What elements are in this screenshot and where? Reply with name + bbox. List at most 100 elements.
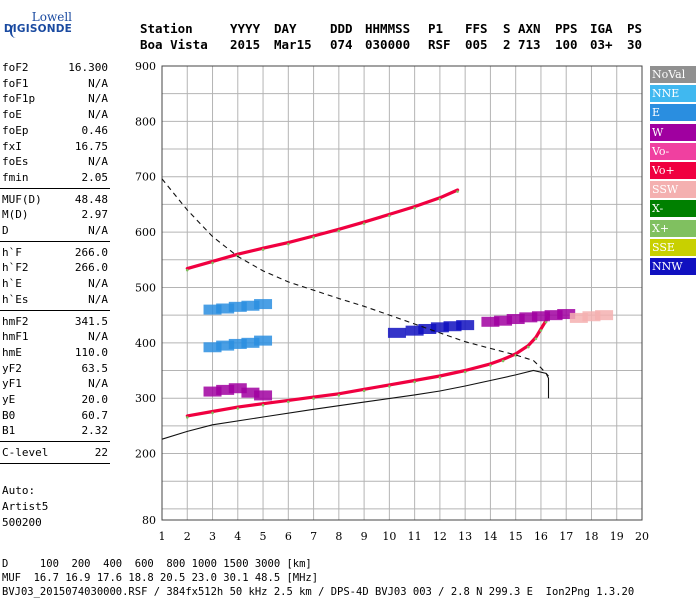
header-row2-cell: 713 bbox=[518, 37, 541, 52]
param-row: D N/A bbox=[2, 223, 108, 238]
x-tick-label: 13 bbox=[458, 530, 472, 543]
x-tick-label: 3 bbox=[209, 530, 216, 543]
param-value: 16.300 bbox=[68, 61, 108, 74]
x-tick-label: 8 bbox=[335, 530, 342, 543]
legend-item: E bbox=[650, 104, 696, 122]
digisonde-logo: Lowell DIGISONDE bbox=[4, 10, 72, 46]
legend-item: NNE bbox=[650, 85, 696, 103]
echo-point bbox=[203, 304, 222, 315]
param-value: 266.0 bbox=[74, 261, 108, 275]
y-tick-label: 600 bbox=[135, 226, 156, 239]
param-row: foF2 16.300 bbox=[2, 60, 108, 75]
echo-point bbox=[501, 359, 505, 363]
header-row2-cell: 074 bbox=[330, 37, 353, 52]
x-tick-label: 15 bbox=[509, 530, 523, 543]
echo-point bbox=[438, 197, 442, 201]
param-name: h`Es bbox=[2, 292, 29, 306]
echo-point bbox=[254, 390, 273, 401]
param-row: foF1p N/A bbox=[2, 91, 108, 106]
header-row2-cell: 030000 bbox=[365, 37, 411, 52]
echo-point bbox=[241, 300, 260, 311]
echo-point bbox=[430, 322, 449, 333]
header-row2-cell: Mar15 bbox=[274, 37, 312, 52]
param-value: 20.0 bbox=[81, 393, 109, 406]
param-value: 48.48 bbox=[74, 192, 108, 206]
echo-point bbox=[413, 206, 416, 210]
echo-point bbox=[228, 383, 247, 394]
param-name: foF1 bbox=[2, 76, 29, 90]
x-tick-label: 9 bbox=[361, 530, 368, 543]
header-row2-cell: 2015 bbox=[230, 37, 261, 52]
echo-point bbox=[228, 338, 247, 349]
param-row: h`F 266.0 bbox=[2, 245, 108, 260]
param-row: C-level 22 bbox=[2, 445, 108, 460]
header-row1-cell: FFS bbox=[465, 21, 488, 36]
echo-point bbox=[203, 386, 222, 397]
param-name: yE bbox=[2, 393, 16, 406]
header-row1-cell: P1 bbox=[428, 21, 444, 36]
echo-point bbox=[216, 303, 235, 314]
echo-point bbox=[228, 301, 247, 312]
x-tick-label: 16 bbox=[534, 530, 548, 543]
x-tick-label: 14 bbox=[483, 530, 497, 543]
echo-point bbox=[254, 335, 273, 346]
logo-line2: DIGISONDE bbox=[3, 23, 72, 35]
param-name: h`F bbox=[2, 245, 22, 259]
x-tick-label: 4 bbox=[234, 530, 241, 543]
header-row1-cell: IGA bbox=[590, 21, 613, 36]
echo-point bbox=[211, 411, 214, 415]
param-value: N/A bbox=[88, 92, 108, 106]
x-tick-label: 7 bbox=[310, 530, 317, 543]
x-tick-label: 2 bbox=[184, 530, 191, 543]
echo-point bbox=[443, 321, 462, 332]
param-name: yF1 bbox=[2, 377, 22, 391]
auto-code: 500200 bbox=[2, 516, 42, 529]
param-row: hmE 110.0 bbox=[2, 345, 108, 360]
param-row: yF1 N/A bbox=[2, 376, 108, 391]
param-name: foF2 bbox=[2, 61, 29, 74]
param-row: hmF2 341.5 bbox=[2, 314, 108, 329]
legend-item: SSW bbox=[650, 181, 696, 199]
y-tick-label: 500 bbox=[135, 281, 156, 294]
echo-point bbox=[241, 387, 260, 398]
param-value: N/A bbox=[88, 76, 108, 90]
echo-point bbox=[595, 310, 614, 321]
echo-point bbox=[456, 190, 459, 193]
param-value: 266.0 bbox=[74, 245, 108, 259]
header-row2-cell: RSF bbox=[428, 37, 451, 52]
param-row: foF1 N/A bbox=[2, 76, 108, 91]
plot-frame bbox=[161, 65, 643, 521]
echo-point bbox=[211, 261, 214, 265]
x-tick-label: 11 bbox=[408, 530, 422, 543]
header-row1-cell: DAY bbox=[274, 21, 297, 36]
legend-item: SSE bbox=[650, 238, 696, 256]
param-name: fxI bbox=[2, 139, 22, 153]
echo-point bbox=[388, 214, 391, 218]
y-tick-label: 900 bbox=[135, 60, 156, 73]
echo-point bbox=[534, 337, 538, 341]
param-name: hmF1 bbox=[2, 330, 29, 344]
echo-point bbox=[405, 325, 424, 336]
echo-point bbox=[287, 400, 290, 404]
header-row1-cell: HHMMSS bbox=[365, 21, 411, 36]
legend-item: Vo+ bbox=[650, 162, 696, 179]
echo-point bbox=[203, 342, 222, 353]
x-tick-label: 10 bbox=[382, 530, 396, 543]
header-row1-cell: YYYY bbox=[230, 21, 261, 36]
header-row2-cell: 30 bbox=[627, 37, 643, 52]
param-name: foEs bbox=[2, 155, 29, 169]
header-row1-cell: AXN bbox=[518, 21, 541, 36]
echo-point bbox=[216, 384, 235, 395]
legend-item: X+ bbox=[650, 219, 696, 237]
legend-item: Vo- bbox=[650, 142, 696, 160]
param-row: fmin 2.05 bbox=[2, 170, 108, 185]
echo-point bbox=[287, 242, 290, 246]
echo-point bbox=[418, 323, 437, 334]
echo-point bbox=[519, 312, 538, 323]
param-name: M(D) bbox=[2, 208, 29, 222]
x-tick-label: 18 bbox=[584, 530, 598, 543]
param-row: hmF1 N/A bbox=[2, 329, 108, 344]
y-tick-label: 800 bbox=[135, 115, 156, 128]
x-tick-label: 5 bbox=[260, 530, 267, 543]
